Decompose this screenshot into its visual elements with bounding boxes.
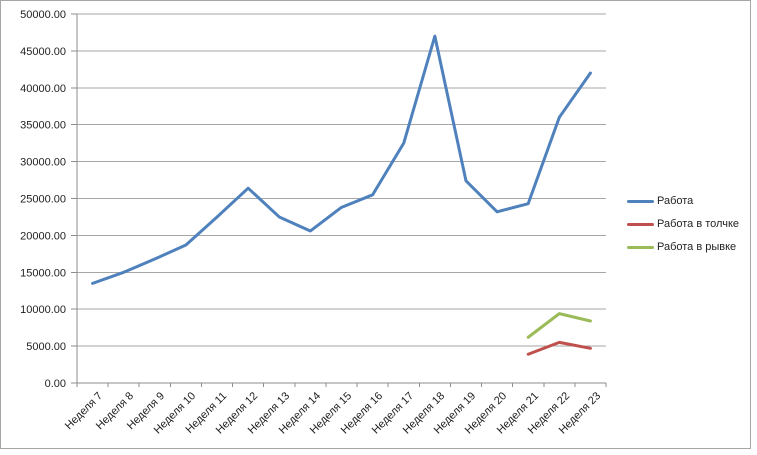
legend-item-rabota: Работа (627, 195, 739, 207)
legend-label: Работа в рывке (657, 241, 737, 253)
legend-item-rabota-v-tolchke: Работа в толчке (627, 218, 739, 230)
series-line-0 (91, 34, 592, 285)
y-axis-label: 0.00 (45, 378, 66, 390)
legend-label: Работа в толчке (657, 218, 740, 230)
legend-line-marker-green (627, 245, 654, 249)
y-axis-label: 45000.00 (20, 46, 66, 58)
y-axis-label: 15000.00 (20, 267, 66, 279)
y-axis-label: 35000.00 (20, 120, 66, 132)
legend-line-marker-blue (627, 199, 654, 203)
legend-item-rabota-v-ryvke: Работа в рывке (627, 241, 739, 253)
y-axis-label: 40000.00 (20, 83, 66, 95)
chart-legend: Работа Работа в толчке Работа в рывке (627, 195, 739, 253)
series-line-2 (526, 312, 592, 339)
y-axis-label: 30000.00 (20, 157, 66, 169)
y-axis-label: 5000.00 (26, 341, 66, 353)
y-axis-label: 25000.00 (20, 194, 66, 206)
chart-border (0, 0, 751, 449)
y-axis-label: 10000.00 (20, 304, 66, 316)
y-axis-label: 20000.00 (20, 230, 66, 242)
legend-label: Работа (657, 195, 694, 207)
y-axis-label: 50000.00 (20, 9, 66, 21)
series-line-1 (526, 340, 592, 356)
legend-line-marker-red (627, 222, 654, 226)
